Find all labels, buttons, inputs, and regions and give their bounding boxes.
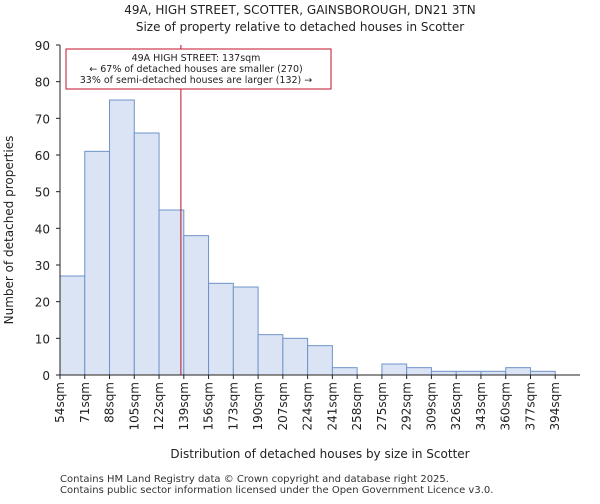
y-tick-label: 80 <box>35 76 50 90</box>
y-ticks-group: 0 10 20 30 40 50 60 70 80 90 <box>35 39 60 383</box>
y-tick-label: 50 <box>35 186 50 200</box>
x-tick-label: 258sqm <box>350 382 364 430</box>
x-tick-label: 207sqm <box>276 382 290 430</box>
bar-54sqm <box>59 275 86 376</box>
bar-241sqm <box>331 367 358 376</box>
y-tick-label: 0 <box>42 369 50 383</box>
chart-title: 49A, HIGH STREET, SCOTTER, GAINSBOROUGH,… <box>124 3 476 17</box>
axes-group <box>59 45 580 376</box>
bar-71sqm <box>84 150 111 376</box>
x-tick-label: 377sqm <box>523 382 537 430</box>
y-axis-label: Number of detached properties <box>2 136 16 325</box>
annotation-line-2: ← 67% of detached houses are smaller (27… <box>89 64 302 75</box>
x-tick-label: 122sqm <box>152 382 166 430</box>
property-marker: 49A HIGH STREET: 137sqm ← 67% of detache… <box>65 45 332 375</box>
x-tick-label: 326sqm <box>449 382 463 430</box>
x-tick-label: 156sqm <box>202 382 216 430</box>
bar-224sqm <box>307 345 333 376</box>
bar-139sqm <box>183 235 210 376</box>
y-tick-label: 30 <box>35 259 50 273</box>
x-tick-label: 292sqm <box>400 382 414 430</box>
x-tick-label: 54sqm <box>53 382 67 423</box>
bar-190sqm <box>257 334 284 376</box>
bar-88sqm <box>109 99 135 376</box>
x-tick-label: 360sqm <box>499 382 513 430</box>
bar-360sqm <box>505 367 531 376</box>
x-tick-label: 275sqm <box>375 382 389 430</box>
x-tick-label: 71sqm <box>78 382 92 423</box>
y-tick-label: 90 <box>35 39 50 53</box>
annotation-line-1: 49A HIGH STREET: 137sqm <box>132 53 261 64</box>
bar-343sqm <box>480 370 507 376</box>
x-tick-label: 343sqm <box>474 382 488 430</box>
y-tick-label: 60 <box>35 149 50 163</box>
y-tick-label: 10 <box>35 332 50 346</box>
x-tick-label: 190sqm <box>251 382 265 430</box>
bar-292sqm <box>406 367 432 376</box>
x-axis-label: Distribution of detached houses by size … <box>170 447 469 461</box>
footer-line-2: Contains public sector information licen… <box>60 485 494 496</box>
x-tick-label: 394sqm <box>548 382 562 430</box>
bar-309sqm <box>430 370 457 376</box>
bar-156sqm <box>208 282 234 376</box>
chart-subtitle: Size of property relative to detached ho… <box>136 20 464 34</box>
footer-line-1: Contains HM Land Registry data © Crown c… <box>60 474 449 485</box>
bar-105sqm <box>133 132 160 376</box>
y-tick-label: 70 <box>35 112 50 126</box>
bars-group <box>59 99 556 376</box>
x-tick-label: 224sqm <box>301 382 315 430</box>
bar-326sqm <box>455 370 482 376</box>
bar-377sqm <box>529 370 556 376</box>
x-tick-label: 309sqm <box>424 382 438 430</box>
x-tick-label: 88sqm <box>103 382 117 423</box>
bar-173sqm <box>232 286 259 376</box>
x-tick-label: 241sqm <box>325 382 339 430</box>
y-tick-label: 40 <box>35 222 50 236</box>
annotation-line-3: 33% of semi-detached houses are larger (… <box>80 75 313 86</box>
bar-207sqm <box>282 337 309 376</box>
x-tick-label: 173sqm <box>226 382 240 430</box>
x-tick-label: 139sqm <box>177 382 191 430</box>
x-ticks-group: 54sqm 71sqm 88sqm 105sqm 122sqm 139sqm 156sqm 1… <box>53 375 562 430</box>
annotation-box <box>65 48 332 90</box>
bar-275sqm <box>381 363 408 376</box>
x-tick-label: 105sqm <box>127 382 141 430</box>
y-tick-label: 20 <box>35 296 50 310</box>
bar-122sqm <box>158 209 185 376</box>
